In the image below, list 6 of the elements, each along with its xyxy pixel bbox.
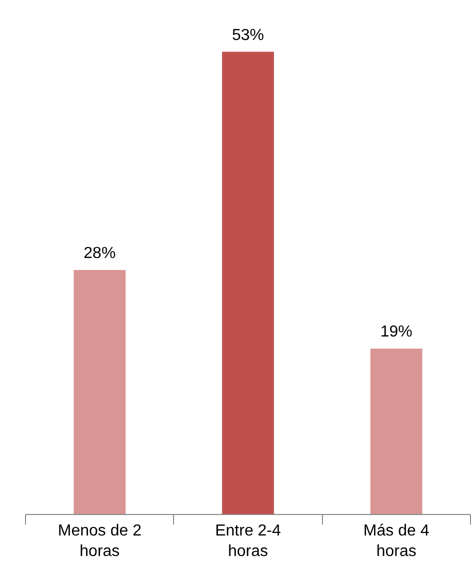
x-tick-label: Más de 4 horas — [363, 522, 430, 560]
data-label: 53% — [232, 26, 264, 44]
data-label: 19% — [380, 324, 412, 341]
x-tick-label: Entre 2-4 horas — [215, 522, 282, 560]
data-label: 28% — [84, 245, 116, 262]
x-tick-label: Menos de 2 horas — [58, 522, 142, 560]
